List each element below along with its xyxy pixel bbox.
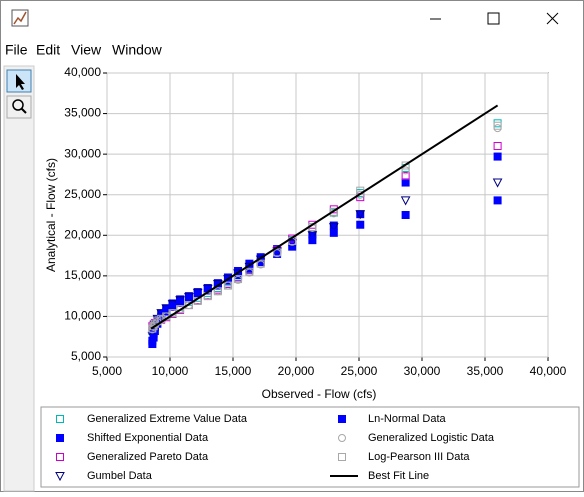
data-point: [401, 161, 410, 170]
x-tick-label: 5,000: [92, 364, 122, 378]
legend-entries: Generalized Extreme Value Data Shifted Ex…: [55, 413, 495, 482]
legend: [40, 406, 580, 488]
data-point: [493, 196, 502, 205]
data-point: [148, 324, 157, 333]
close-button[interactable]: [546, 12, 559, 25]
data-point: [401, 166, 410, 175]
data-point: [148, 340, 157, 349]
x-tick-label: 40,000: [530, 364, 567, 378]
data-point: [213, 287, 222, 296]
legend-swatch: [56, 415, 64, 423]
menu-item[interactable]: Window: [112, 42, 163, 58]
legend-label: Gumbel Data: [87, 470, 153, 482]
pointer-tool[interactable]: [6, 69, 32, 93]
x-tick-label: 30,000: [404, 364, 441, 378]
legend-label: Generalized Extreme Value Data: [87, 413, 248, 425]
data-point: [355, 210, 366, 220]
data-point: [245, 267, 254, 276]
x-tick-label: 35,000: [467, 364, 504, 378]
best-fit-line: [150, 104, 499, 330]
data-point: [401, 178, 410, 187]
y-tick-label: 10,000: [64, 309, 101, 323]
legend-label: Log-Pearson III Data: [368, 451, 470, 463]
legend-label: Ln-Normal Data: [368, 413, 447, 425]
legend-swatch: [56, 434, 64, 442]
legend-label: Generalized Pareto Data: [87, 451, 209, 463]
data-point: [234, 275, 243, 284]
y-tick-label: 40,000: [64, 65, 101, 79]
data-point: [223, 281, 232, 290]
y-tick-label: 25,000: [64, 187, 101, 201]
x-tick-label: 10,000: [152, 364, 189, 378]
menu-item[interactable]: View: [71, 42, 102, 58]
data-point: [401, 172, 410, 181]
data-point: [256, 259, 265, 268]
menu-item[interactable]: Edit: [36, 42, 60, 58]
data-point: [356, 190, 365, 199]
data-point: [328, 223, 339, 233]
plot-layer: 5,000 10,000 15,000 20,000 25,000 30,000 35,00…: [64, 65, 566, 378]
x-tick-label: 15,000: [215, 364, 252, 378]
legend-label: Shifted Exponential Data: [87, 432, 209, 444]
y-tick-label: 15,000: [64, 268, 101, 282]
y-tick-label: 35,000: [64, 106, 101, 120]
data-point: [176, 298, 185, 307]
data-point: [308, 236, 317, 245]
menu-item[interactable]: File: [5, 42, 28, 58]
data-point: [184, 294, 193, 303]
legend-swatch: [338, 415, 346, 423]
maximize-button[interactable]: [487, 12, 500, 25]
legend-swatch: [56, 453, 64, 461]
x-axis-title: Observed - Flow (cfs): [262, 387, 377, 401]
legend-label: Best Fit Line: [368, 470, 429, 482]
y-axis-title: Analytical - Flow (cfs): [44, 158, 58, 272]
data-point: [493, 142, 502, 151]
data-point: [168, 302, 177, 311]
data-point: [273, 248, 282, 257]
y-tick-label: 30,000: [64, 146, 101, 160]
legend-swatch: [55, 472, 65, 482]
legend-swatch: [338, 453, 346, 461]
data-point: [356, 220, 365, 229]
data-point: [288, 242, 297, 251]
zoom-tool[interactable]: [6, 95, 32, 119]
legend-label: Generalized Logistic Data: [368, 432, 495, 444]
y-tick-label: 20,000: [64, 227, 101, 241]
data-point: [400, 196, 411, 206]
legend-swatch: [338, 434, 346, 442]
data-point: [329, 228, 338, 237]
data-point: [493, 121, 502, 130]
app-icon: [11, 9, 29, 27]
data-point: [184, 301, 193, 310]
x-tick-label: 25,000: [341, 364, 378, 378]
data-point: [176, 305, 185, 314]
data-point: [329, 207, 338, 216]
data-point: [149, 333, 158, 342]
data-point: [401, 211, 410, 219]
x-tick-label: 20,000: [278, 364, 315, 378]
data-point: [493, 152, 502, 161]
toolbar: [3, 65, 35, 492]
y-tick-label: 5,000: [71, 349, 101, 363]
data-point: [492, 178, 503, 188]
menu-bar: File Edit View Window: [5, 42, 163, 58]
